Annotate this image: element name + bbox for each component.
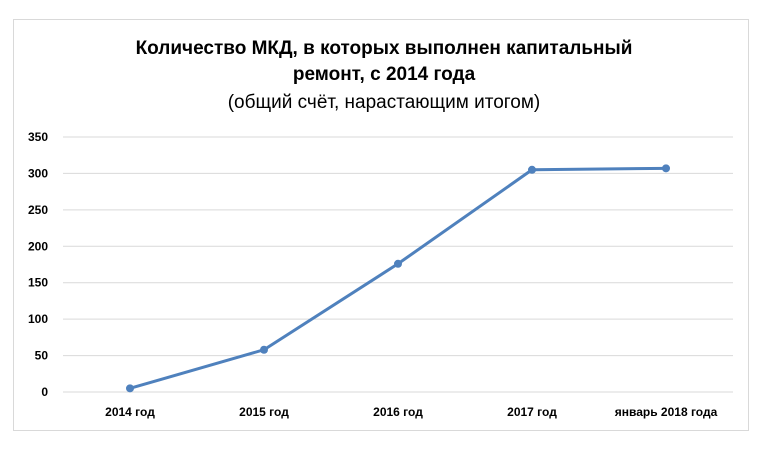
gridlines (63, 136, 733, 393)
y-tick-label: 350 (28, 130, 48, 144)
y-axis-tick-labels: 0 50 100 150 200 250 300 350 (28, 130, 48, 399)
data-point (126, 384, 134, 393)
data-point (394, 259, 402, 268)
x-tick-label: 2015 год (239, 405, 289, 419)
y-tick-label: 300 (28, 166, 48, 180)
chart-title-line-2: ремонт, с 2014 года (292, 64, 476, 85)
data-point (528, 165, 536, 174)
x-tick-label: 2016 год (373, 405, 423, 419)
x-tick-label: январь 2018 года (615, 405, 718, 419)
data-point (662, 164, 670, 173)
x-axis-tick-labels: 2014 год 2015 год 2016 год 2017 год январь 2… (105, 405, 717, 419)
data-point (260, 345, 268, 354)
y-tick-label: 150 (28, 276, 48, 290)
series-points (126, 164, 670, 393)
y-tick-label: 0 (41, 385, 48, 399)
y-tick-label: 250 (28, 203, 48, 217)
x-tick-label: 2014 год (105, 405, 155, 419)
chart-title: Количество МКД, в которых выполнен капит… (0, 36, 768, 88)
x-tick-label: 2017 год (507, 405, 557, 419)
chart-title-line-1: Количество МКД, в которых выполнен капит… (135, 38, 633, 59)
y-tick-label: 200 (28, 239, 48, 253)
chart-area (13, 19, 749, 431)
chart-subtitle: (общий счёт, нарастающим итогом) (227, 92, 541, 113)
y-tick-label: 100 (28, 312, 48, 326)
y-tick-label: 50 (35, 349, 49, 363)
